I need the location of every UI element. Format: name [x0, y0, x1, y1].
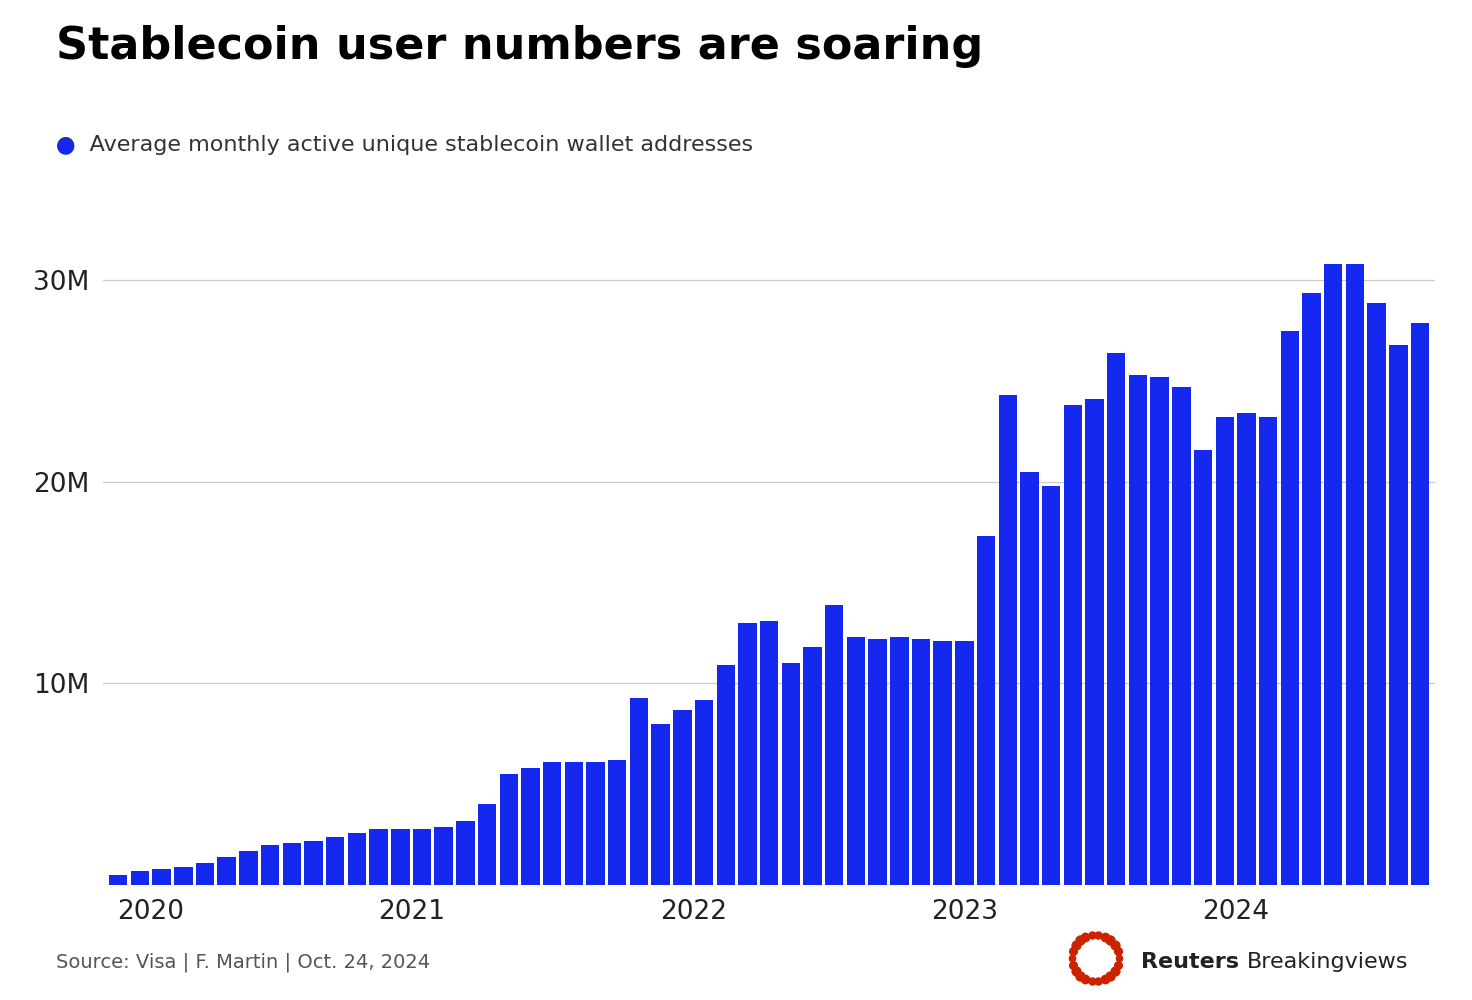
Bar — [347, 833, 367, 885]
Bar — [673, 710, 692, 885]
Bar — [782, 663, 801, 885]
Bar — [1281, 331, 1300, 885]
Bar — [1367, 303, 1385, 885]
Text: Breakingviews: Breakingviews — [1247, 952, 1409, 972]
Bar — [1085, 399, 1104, 885]
Bar — [456, 821, 474, 885]
Bar — [1129, 375, 1147, 885]
Bar — [392, 829, 409, 885]
Bar — [1390, 345, 1407, 885]
Bar — [1303, 293, 1320, 885]
Bar — [804, 647, 821, 885]
Bar — [891, 637, 908, 885]
Bar — [499, 774, 518, 885]
Text: Stablecoin user numbers are soaring: Stablecoin user numbers are soaring — [56, 25, 983, 68]
Bar — [521, 768, 540, 885]
Text: Source: Visa | F. Martin | Oct. 24, 2024: Source: Visa | F. Martin | Oct. 24, 2024 — [56, 952, 430, 972]
Bar — [586, 762, 605, 885]
Bar — [824, 605, 843, 885]
Bar — [1194, 450, 1213, 885]
Bar — [652, 724, 670, 885]
Bar — [196, 863, 215, 885]
Bar — [434, 827, 453, 885]
Bar — [412, 829, 431, 885]
Bar — [868, 639, 886, 885]
Bar — [998, 395, 1017, 885]
Text: ●  Average monthly active unique stablecoin wallet addresses: ● Average monthly active unique stableco… — [56, 135, 754, 155]
Bar — [174, 867, 193, 885]
Bar — [933, 641, 952, 885]
Bar — [1410, 323, 1429, 885]
Bar — [608, 760, 627, 885]
Bar — [955, 641, 973, 885]
Bar — [1151, 377, 1169, 885]
Bar — [478, 804, 496, 885]
Bar — [109, 875, 128, 885]
Bar — [283, 843, 300, 885]
Bar — [1020, 472, 1039, 885]
Bar — [565, 762, 583, 885]
Bar — [218, 857, 236, 885]
Bar — [846, 637, 866, 885]
Bar — [1216, 417, 1234, 885]
Bar — [1238, 413, 1256, 885]
Bar — [325, 837, 344, 885]
Bar — [760, 621, 779, 885]
Bar — [153, 869, 171, 885]
Bar — [695, 700, 714, 885]
Text: ●: ● — [56, 135, 75, 155]
Bar — [261, 845, 280, 885]
Bar — [1345, 264, 1365, 885]
Bar — [737, 623, 757, 885]
Bar — [1172, 387, 1191, 885]
Bar — [1259, 417, 1278, 885]
Bar — [717, 665, 735, 885]
Bar — [1107, 353, 1126, 885]
Bar — [1042, 486, 1060, 885]
Bar — [977, 536, 995, 885]
Bar — [238, 851, 258, 885]
Bar — [131, 871, 149, 885]
Bar — [369, 829, 387, 885]
Bar — [305, 841, 322, 885]
Bar — [1323, 264, 1342, 885]
Bar — [543, 762, 561, 885]
Bar — [630, 698, 648, 885]
Bar — [1064, 405, 1082, 885]
Text: Reuters: Reuters — [1141, 952, 1239, 972]
Bar — [911, 639, 930, 885]
